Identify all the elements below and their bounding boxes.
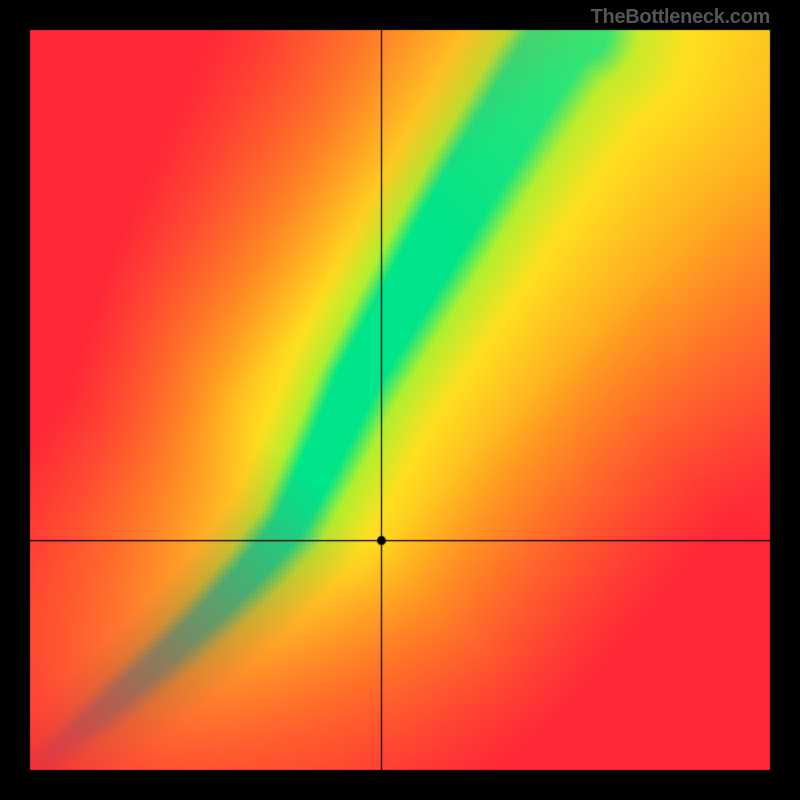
heatmap-canvas	[0, 0, 800, 800]
bottleneck-chart-container: TheBottleneck.com	[0, 0, 800, 800]
watermark-label: TheBottleneck.com	[591, 6, 770, 29]
